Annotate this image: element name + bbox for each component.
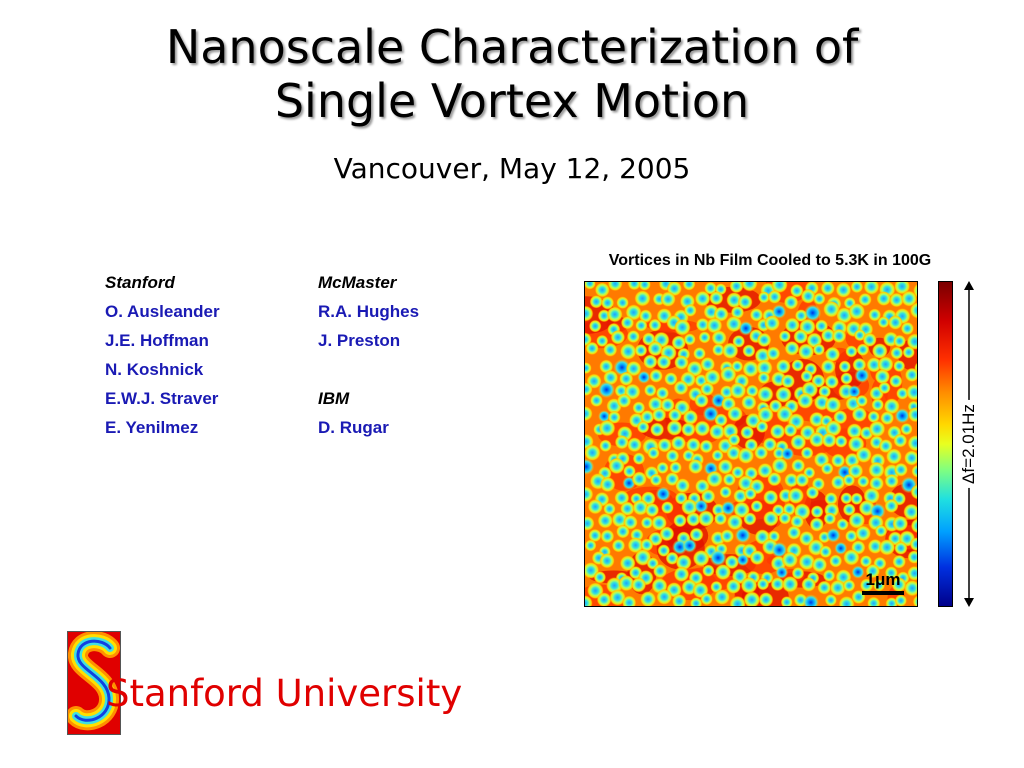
scale-bar: 1μm bbox=[862, 570, 904, 595]
slide-title-line2: Single Vortex Motion bbox=[274, 74, 750, 128]
colorbar bbox=[938, 281, 953, 607]
stanford-author-list: Stanford O. Ausleander J.E. Hoffman N. K… bbox=[105, 268, 220, 442]
author-name: R.A. Hughes bbox=[318, 302, 420, 321]
vortex-image bbox=[584, 281, 918, 607]
mcmaster-heading: McMaster bbox=[318, 273, 397, 292]
slide-title-line1: Nanoscale Characterization of bbox=[165, 20, 859, 74]
author-name: N. Koshnick bbox=[105, 360, 204, 379]
scale-bar-label: 1μm bbox=[865, 570, 901, 589]
author-name: O. Ausleander bbox=[105, 302, 220, 321]
author-name: E.W.J. Straver bbox=[105, 389, 219, 408]
colorbar-range-label: Δf=2.01Hz bbox=[959, 400, 979, 488]
spacer bbox=[318, 355, 419, 384]
university-name: Stanford University bbox=[106, 672, 463, 715]
ibm-heading: IBM bbox=[318, 389, 350, 408]
author-name: J.E. Hoffman bbox=[105, 331, 209, 350]
author-name: J. Preston bbox=[318, 331, 401, 350]
scale-bar-line bbox=[862, 591, 904, 595]
author-name: D. Rugar bbox=[318, 418, 389, 437]
mcmaster-ibm-author-list: McMaster R.A. Hughes J. Preston IBM D. R… bbox=[318, 268, 419, 442]
author-name: E. Yenilmez bbox=[105, 418, 199, 437]
stanford-heading: Stanford bbox=[105, 273, 175, 292]
stanford-s-logo-icon bbox=[67, 631, 121, 735]
slide-subtitle: Vancouver, May 12, 2005 bbox=[333, 152, 691, 185]
figure-caption: Vortices in Nb Film Cooled to 5.3K in 10… bbox=[608, 252, 932, 269]
slide-title: Nanoscale Characterization of Single Vor… bbox=[0, 20, 1024, 128]
